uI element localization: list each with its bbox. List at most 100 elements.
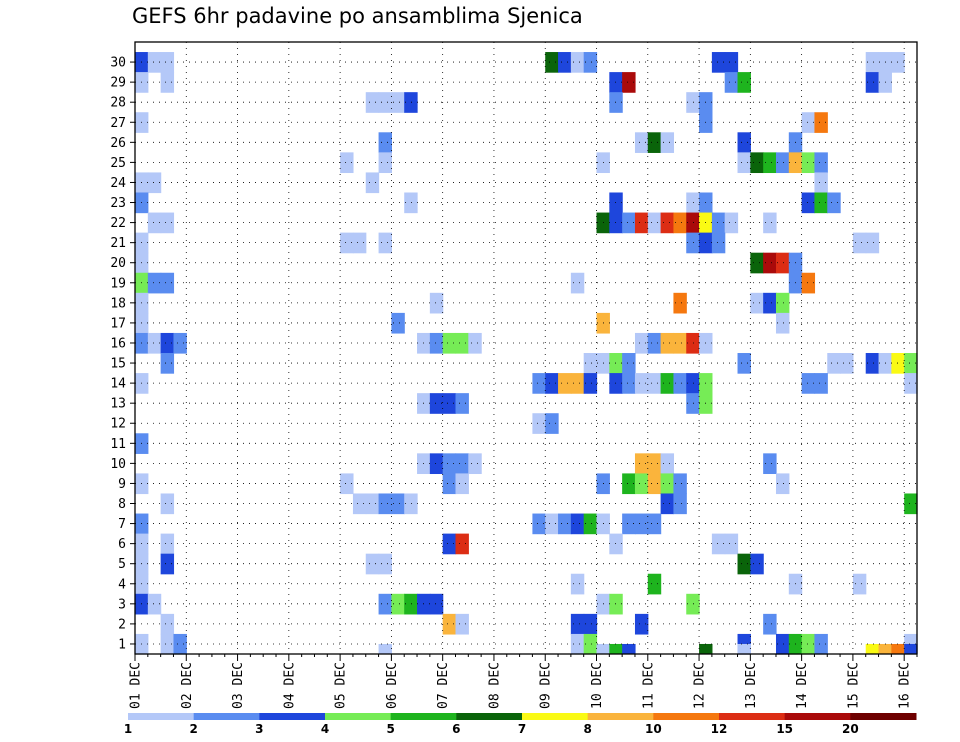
precip-cell: [660, 212, 675, 234]
precip-cell: [352, 232, 367, 254]
precip-cell: [583, 513, 598, 535]
precip-cell: [660, 453, 675, 475]
precip-cell: [673, 332, 687, 354]
precip-cell: [570, 513, 585, 535]
precip-cell: [545, 513, 559, 535]
y-tick-label: 4: [118, 577, 126, 592]
legend-swatch: [587, 713, 654, 720]
precip-cell: [647, 513, 662, 535]
precip-cell: [570, 573, 585, 595]
heatmap-cells: [135, 52, 918, 655]
x-tick-label: 07 DEC: [436, 662, 451, 709]
precip-cell: [686, 373, 700, 394]
y-axis-ticks: 1234567891011121314151617181920212223242…: [110, 56, 135, 652]
precip-cell: [686, 92, 700, 113]
precip-cell: [378, 593, 392, 615]
precip-cell: [532, 373, 546, 394]
precip-cell: [570, 272, 585, 294]
precip-cell: [865, 643, 880, 654]
precip-cell: [686, 393, 700, 414]
y-tick-label: 1: [118, 637, 126, 652]
y-tick-label: 5: [118, 557, 126, 572]
precip-cell: [750, 252, 764, 274]
precip-cell: [160, 272, 175, 294]
precip-cell: [570, 633, 585, 655]
precip-cell: [570, 373, 585, 394]
precip-cell: [840, 353, 854, 374]
precip-cell: [647, 332, 662, 354]
precip-cell: [340, 473, 354, 495]
precip-cell: [686, 593, 700, 615]
precip-cell: [455, 393, 469, 414]
precip-cell: [814, 112, 828, 133]
precip-cell: [532, 513, 546, 535]
precip-cell: [711, 232, 726, 254]
precip-cell: [365, 172, 380, 194]
precip-cell: [737, 553, 751, 575]
precip-cell: [904, 353, 918, 374]
precip-cell: [404, 493, 418, 515]
precip-cell: [801, 152, 816, 174]
x-tick-label: 03 DEC: [231, 662, 246, 709]
legend-label: 3: [255, 722, 263, 736]
precip-cell: [429, 593, 444, 615]
precip-cell: [340, 232, 354, 254]
precip-cell: [763, 453, 777, 475]
legend-swatch: [390, 713, 457, 720]
y-tick-label: 3: [118, 597, 126, 612]
precip-cell: [634, 132, 649, 153]
precip-cell: [750, 152, 764, 174]
y-tick-label: 9: [118, 477, 126, 492]
precip-cell: [173, 332, 187, 354]
precip-cell: [634, 212, 649, 234]
precip-cell: [686, 212, 700, 234]
precip-cell: [647, 132, 662, 153]
precip-cell: [775, 312, 790, 334]
precip-cell: [865, 353, 880, 374]
precip-cell: [622, 473, 636, 495]
legend-label: 2: [189, 722, 197, 736]
precip-cell: [801, 272, 816, 294]
precip-cell: [904, 493, 918, 515]
precip-cell: [545, 52, 559, 73]
precip-cell: [378, 92, 392, 113]
precip-cell: [442, 332, 457, 354]
precip-cell: [378, 132, 392, 153]
y-tick-label: 20: [110, 256, 126, 271]
legend-swatch: [193, 713, 260, 720]
precip-cell: [686, 232, 700, 254]
y-tick-label: 29: [110, 76, 126, 91]
y-tick-label: 25: [110, 156, 126, 171]
precip-cell: [763, 212, 777, 234]
precip-cell: [468, 332, 482, 354]
precip-cell: [891, 52, 905, 73]
y-tick-label: 18: [110, 296, 126, 311]
precip-cell: [378, 553, 392, 575]
precip-cell: [609, 593, 623, 615]
precip-cell: [801, 633, 816, 655]
precip-cell: [147, 52, 162, 73]
legend-swatch: [653, 713, 720, 720]
x-tick-label: 09 DEC: [539, 662, 554, 709]
x-tick-label: 13 DEC: [744, 662, 759, 709]
precip-cell: [724, 212, 739, 234]
chart-title: GEFS 6hr padavine po ansamblima Sjenica: [132, 4, 583, 28]
precip-cell: [160, 633, 175, 655]
precip-cell: [622, 643, 636, 654]
precip-cell: [622, 72, 636, 93]
legend-label: 10: [645, 722, 662, 736]
precip-cell: [570, 613, 585, 635]
precip-cell: [609, 192, 623, 214]
precip-cell: [455, 533, 469, 555]
x-tick-label: 14 DEC: [795, 662, 810, 709]
precip-cell: [775, 152, 790, 174]
x-tick-label: 01 DEC: [129, 662, 144, 709]
y-tick-label: 19: [110, 276, 126, 291]
dotted-grid: [135, 42, 917, 654]
precip-cell: [827, 192, 841, 214]
y-tick-label: 22: [110, 216, 126, 231]
precip-cell: [391, 92, 405, 113]
precip-cell: [737, 152, 751, 174]
precip-cell: [455, 473, 469, 495]
precip-cell: [160, 533, 175, 555]
